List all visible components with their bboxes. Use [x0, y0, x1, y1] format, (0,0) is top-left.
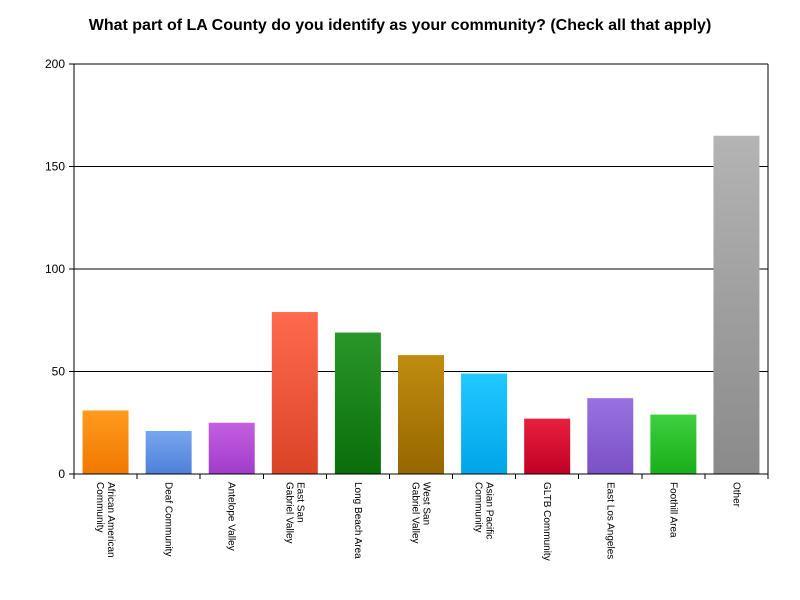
x-tick-label: African American	[105, 482, 116, 558]
x-tick-label: Gabriel Valley	[283, 482, 294, 544]
bar	[398, 355, 444, 474]
bar	[145, 430, 192, 474]
x-tick-label: Gabriel Valley	[410, 482, 421, 544]
bar	[587, 398, 634, 474]
y-tick-label: 200	[45, 57, 65, 71]
x-tick-label: Asian Pacific	[484, 482, 495, 539]
x-tick-label: Foothill Area	[667, 482, 678, 538]
bar	[713, 135, 760, 474]
x-tick-label: East San	[294, 482, 305, 523]
x-tick-label: Deaf Community	[163, 482, 174, 556]
x-tick-label: Community	[473, 482, 484, 533]
x-tick-label: Antelope Valley	[226, 482, 237, 551]
bar	[208, 422, 255, 474]
x-tick-label: GLTB Community	[541, 482, 552, 561]
bar	[334, 332, 381, 474]
bar	[650, 414, 697, 474]
y-tick-label: 150	[45, 160, 65, 174]
x-tick-label: Long Beach Area	[352, 482, 363, 559]
y-tick-label: 0	[58, 467, 65, 481]
y-tick-label: 100	[45, 262, 65, 276]
y-tick-label: 50	[52, 365, 66, 379]
bar	[82, 410, 129, 474]
bar	[524, 418, 571, 474]
chart-title: What part of LA County do you identify a…	[88, 17, 712, 34]
bar	[271, 312, 318, 474]
x-tick-label: West San	[421, 482, 432, 525]
x-tick-label: East Los Angeles	[604, 482, 615, 559]
x-tick-label: Other	[730, 482, 741, 508]
bar	[461, 373, 508, 474]
x-tick-label: Community	[94, 482, 105, 533]
